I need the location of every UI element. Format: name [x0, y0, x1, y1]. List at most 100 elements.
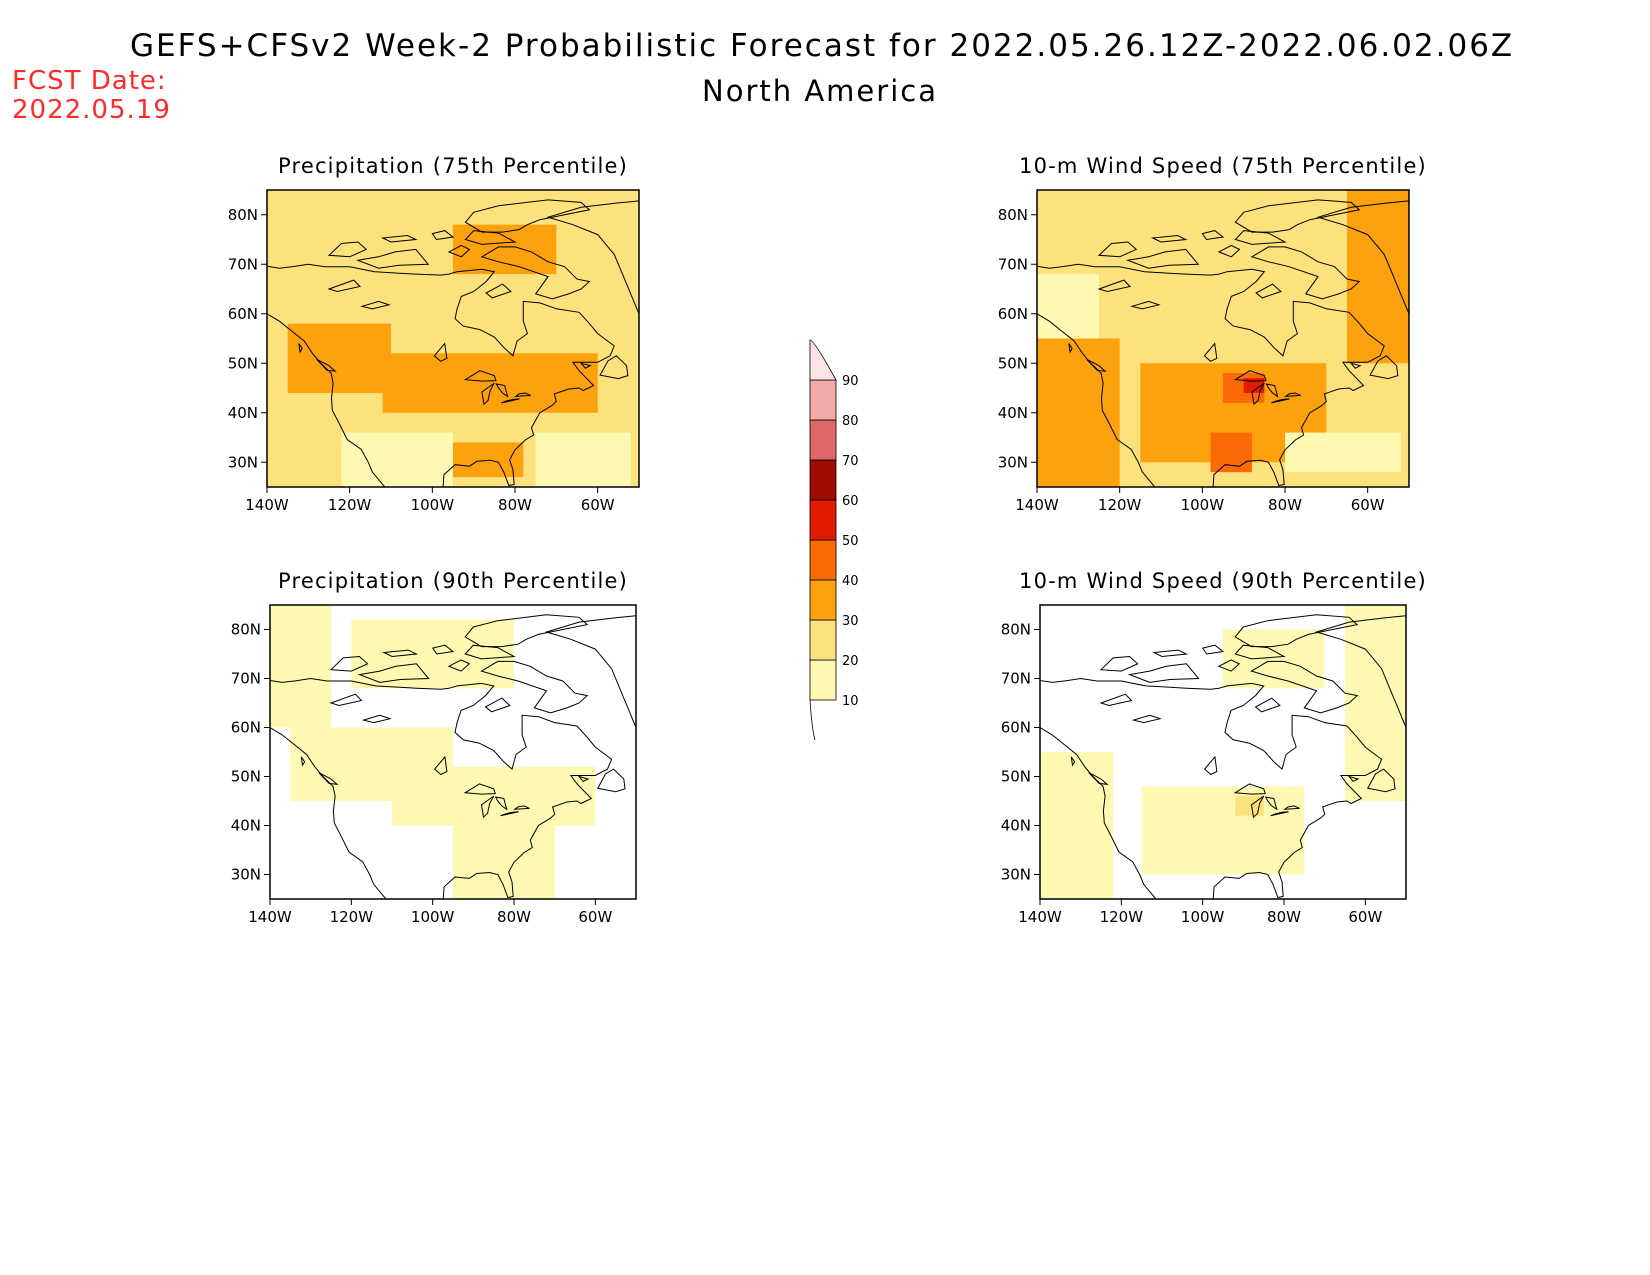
fcst-date-value: 2022.05.19 [12, 95, 171, 125]
lon-tick-label: 80W [498, 496, 532, 514]
panel-title: Precipitation (75th Percentile) [278, 154, 628, 178]
island-outline [382, 649, 419, 658]
lat-tick-label: 60N [228, 305, 258, 323]
lon-tick-label: 60W [1348, 908, 1382, 926]
island-outline [329, 655, 369, 672]
lat-tick-label: 50N [998, 354, 1028, 372]
greenland-coast [546, 200, 639, 314]
island-outline [599, 355, 629, 380]
fcst-date-label: FCST Date: [12, 66, 167, 96]
colorbar-label: 20 [842, 654, 859, 669]
lake-outline [360, 300, 391, 310]
island-outline [447, 244, 471, 258]
map-frame [1036, 189, 1410, 488]
colorbar-bottom-cap [809, 699, 816, 741]
island-outline [464, 614, 589, 648]
island-outline [1234, 614, 1359, 648]
lake-outline [433, 342, 448, 362]
lat-tick-label: 30N [1001, 866, 1031, 884]
prob-region [287, 323, 391, 393]
lon-tick-label: 140W [245, 496, 289, 514]
island-outline [1126, 248, 1200, 269]
island-outline [577, 775, 590, 783]
island-outline [597, 768, 626, 793]
prob-region [1210, 432, 1252, 473]
island-outline [1347, 775, 1360, 783]
island-outline [1349, 362, 1362, 369]
lake-outline [1204, 755, 1218, 776]
island-outline [464, 230, 517, 245]
lon-tick-label: 60W [581, 496, 615, 514]
main-title: GEFS+CFSv2 Week-2 Probabilistic Forecast… [130, 28, 1515, 64]
lake-outline [1271, 398, 1290, 404]
island-outline [1097, 241, 1138, 258]
lon-tick-label: 100W [1181, 908, 1225, 926]
lat-tick-label: 70N [231, 670, 261, 688]
colorbar-segment [809, 499, 837, 541]
island-outline [447, 659, 471, 672]
prob-region [270, 605, 331, 728]
prob-region [1037, 274, 1099, 339]
lat-tick-label: 40N [228, 404, 258, 422]
island-outline [1070, 756, 1076, 767]
prob-region [1285, 432, 1401, 473]
lat-tick-label: 80N [228, 206, 258, 224]
panel-title: 10-m Wind Speed (90th Percentile) [1019, 569, 1427, 593]
island-outline [1201, 644, 1225, 655]
island-outline [431, 644, 455, 655]
colorbar-segment [809, 659, 837, 701]
island-outline [1234, 644, 1286, 660]
lat-tick-label: 50N [231, 768, 261, 786]
map-panel-2: 10-m Wind Speed (75th Percentile) 80N 70N 6… [998, 154, 1426, 514]
island-outline [1369, 355, 1399, 380]
colorbar-label: 60 [842, 494, 859, 509]
prob-region [1037, 338, 1120, 487]
lake-outline [1264, 796, 1278, 811]
island-outline [464, 644, 516, 660]
lat-tick-label: 50N [228, 354, 258, 372]
lake-outline [361, 714, 392, 724]
lake-outline [495, 383, 509, 398]
prob-region [1347, 190, 1409, 364]
island-outline [1234, 230, 1287, 245]
coastline [1037, 263, 1385, 487]
island-outline [480, 246, 591, 300]
island-outline [480, 660, 589, 714]
island-outline [1150, 234, 1188, 243]
island-outline [380, 234, 418, 243]
colorbar-segment [809, 539, 837, 581]
lake-outline [514, 392, 531, 398]
island-outline [357, 663, 430, 683]
lon-tick-label: 100W [1181, 496, 1225, 514]
lat-tick-label: 80N [1001, 621, 1031, 639]
lon-tick-label: 120W [1100, 908, 1144, 926]
island-outline [579, 362, 592, 369]
island-outline [1086, 358, 1107, 372]
lon-tick-label: 60W [1351, 496, 1385, 514]
island-outline [1127, 663, 1200, 683]
map-frame [1039, 604, 1407, 900]
lon-tick-label: 80W [1267, 908, 1301, 926]
greenland-coast [1316, 200, 1409, 314]
lake-outline [1270, 811, 1289, 817]
island-outline [316, 358, 337, 372]
island-outline [1068, 343, 1073, 354]
colorbar-segment [809, 619, 837, 661]
lat-tick-label: 30N [998, 453, 1028, 471]
colorbar-label: 90 [842, 374, 859, 389]
panel-title: Precipitation (90th Percentile) [278, 569, 628, 593]
prob-region [1243, 378, 1265, 393]
lake-outline [1233, 370, 1267, 382]
island-outline [485, 283, 512, 299]
lake-outline [1283, 805, 1300, 810]
prob-region [1040, 752, 1114, 899]
prob-region [1345, 605, 1406, 801]
colorbar-label: 10 [842, 694, 859, 709]
island-outline [464, 199, 591, 233]
lat-tick-label: 80N [998, 206, 1028, 224]
map-panel-1: Precipitation (75th Percentile) 80N 70N 60N… [228, 154, 640, 514]
greenland-coast [1314, 615, 1406, 728]
lon-tick-label: 120W [1098, 496, 1142, 514]
lake-outline [1131, 714, 1162, 724]
